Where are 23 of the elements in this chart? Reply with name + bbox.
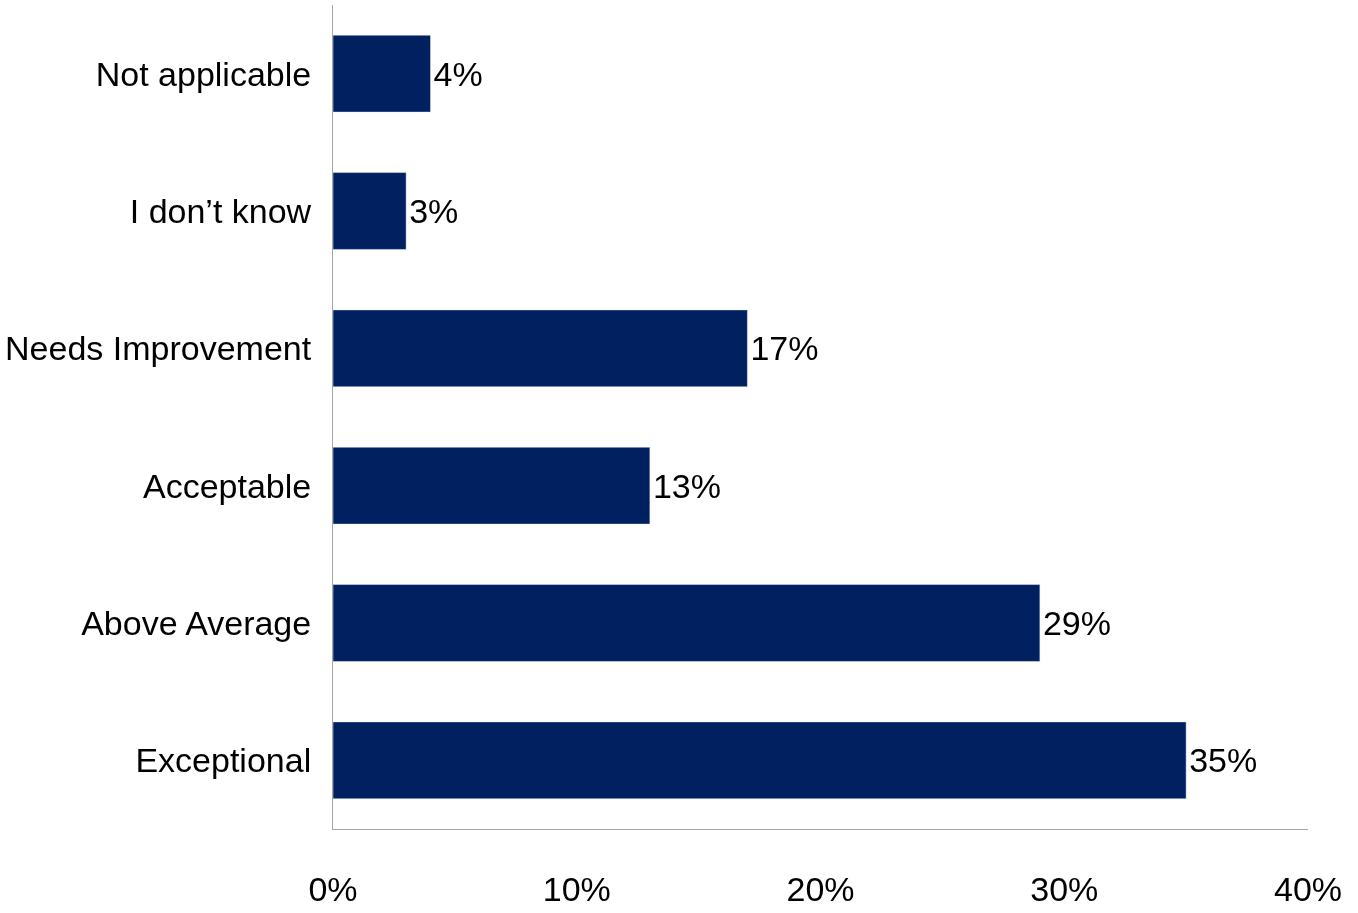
y-tick-label: Acceptable bbox=[142, 466, 312, 505]
x-tick-label: 20% bbox=[786, 869, 855, 908]
data-label: 35% bbox=[1189, 741, 1258, 780]
y-tick-label: Exceptional bbox=[135, 741, 312, 780]
data-label: 13% bbox=[652, 466, 721, 505]
x-tick-label: 40% bbox=[1273, 869, 1343, 908]
data-label: 3% bbox=[409, 192, 459, 230]
y-tick-label: Above Average bbox=[81, 603, 312, 642]
bar bbox=[333, 584, 1041, 662]
data-label: 29% bbox=[1042, 604, 1111, 642]
bar bbox=[333, 172, 407, 250]
x-tick-label: 30% bbox=[1030, 869, 1099, 908]
bar bbox=[333, 446, 651, 525]
y-tick-label: Needs Improvement bbox=[5, 329, 312, 368]
y-tick-label: I don’t know bbox=[129, 191, 312, 230]
data-label: 17% bbox=[750, 329, 819, 368]
data-label: 4% bbox=[433, 54, 483, 93]
x-tick-label: 0% bbox=[308, 869, 358, 908]
bar bbox=[333, 309, 748, 388]
bar bbox=[333, 34, 431, 113]
x-tick-label: 10% bbox=[542, 869, 611, 908]
bar bbox=[333, 721, 1187, 800]
y-tick-label: Not applicable bbox=[95, 54, 312, 93]
